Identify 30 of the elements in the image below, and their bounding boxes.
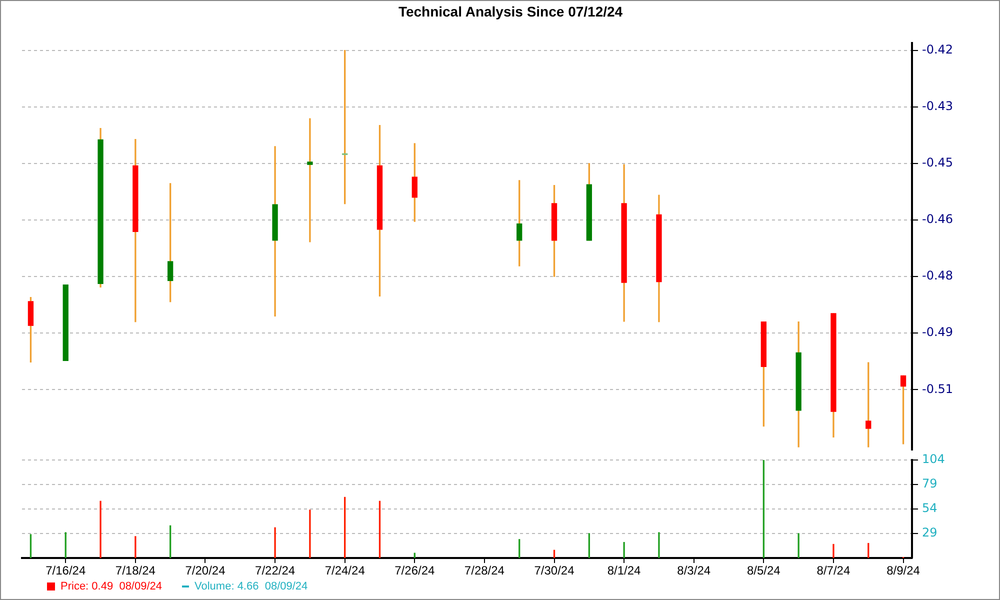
candlestick xyxy=(62,284,68,361)
y-tick-label: -0.43 xyxy=(922,99,954,114)
x-tick-label: 7/26/24 xyxy=(394,564,435,578)
y-tick-label: 54 xyxy=(922,501,938,516)
x-tick-label: 8/7/24 xyxy=(816,564,850,578)
y-tick-label: 79 xyxy=(922,476,938,491)
y-tick-label: -0.42 xyxy=(922,42,954,56)
series-label: Volume: 4.66 08/09/24 xyxy=(194,580,308,593)
legend-label: Price: 0.49 08/09/24 xyxy=(60,580,162,593)
x-tick-label: 7/18/24 xyxy=(115,564,156,578)
x-tick-label: 7/16/24 xyxy=(46,564,86,578)
candlestick xyxy=(307,118,313,242)
y-tick-label: 29 xyxy=(922,526,938,540)
y-tick-label: -0.51 xyxy=(922,382,954,396)
x-tick-label: 7/24/24 xyxy=(324,564,366,578)
x-tick-label: 8/9/24 xyxy=(886,564,920,578)
candlestick xyxy=(272,146,278,316)
x-tick-label: 8/1/24 xyxy=(607,564,642,578)
x-tick-label: 7/20/24 xyxy=(185,564,226,578)
x-tick-label: 8/3/24 xyxy=(677,564,711,578)
y-tick-label: -0.45 xyxy=(922,156,954,170)
x-tick-label: 7/22/24 xyxy=(255,564,296,578)
y-tick-label: 104 xyxy=(922,452,945,466)
x-tick-label: 8/5/24 xyxy=(746,564,781,578)
y-tick-label: -0.49 xyxy=(922,325,954,340)
x-tick-label: 7/28/24 xyxy=(464,564,505,578)
y-tick-label: -0.48 xyxy=(922,268,954,283)
chart-title: Technical Analysis Since 07/12/24 xyxy=(398,3,623,20)
x-tick-label: 7/30/24 xyxy=(534,564,575,578)
y-tick-label: -0.46 xyxy=(922,212,954,226)
